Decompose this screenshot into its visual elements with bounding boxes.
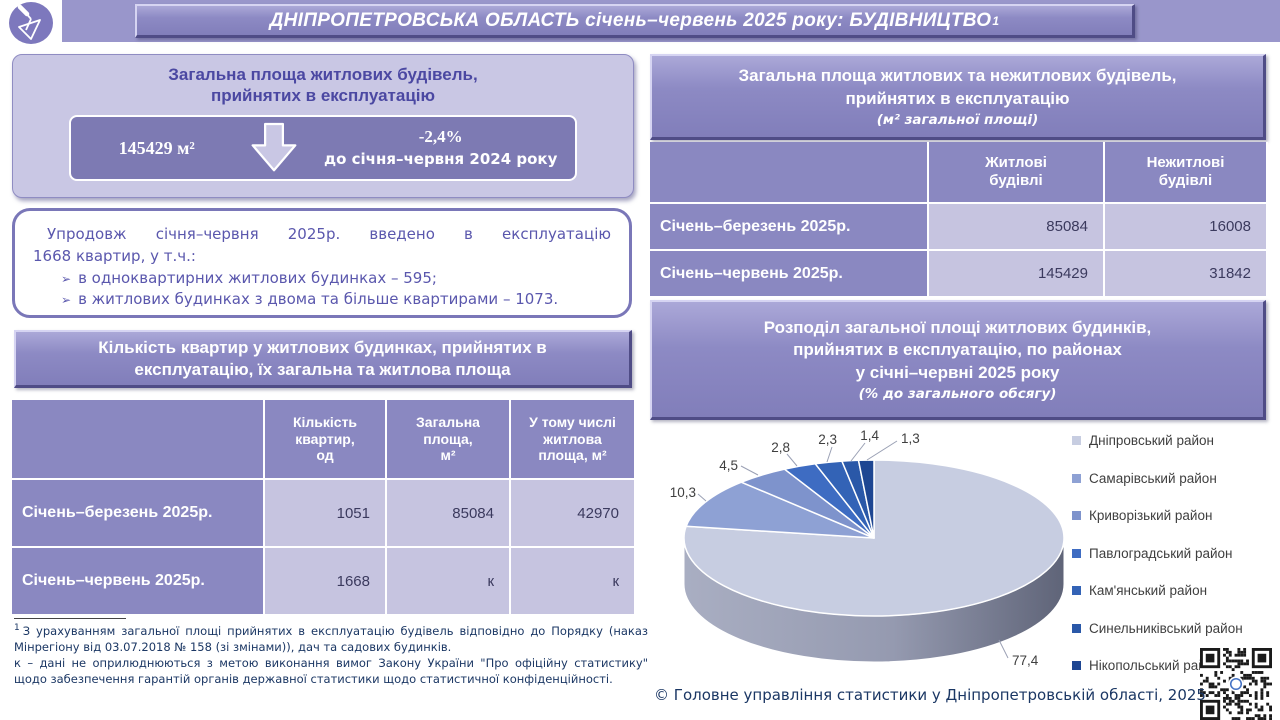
stat-change: -2,4% до січня–червня 2024 року (306, 126, 575, 169)
bullet-text: в одноквартирних житлових будинках – 595… (78, 268, 437, 287)
table-header-cell: У тому числі житлова площа, м² (511, 400, 634, 478)
stat-box-inner: 145429 м² -2,4% до січня–червня 2024 рок… (69, 115, 577, 181)
legend-label: Самарівський район (1089, 470, 1217, 486)
arrow-bullet-icon: ➢ (61, 293, 72, 308)
area-table-subtitle: (м² загальної площі) (876, 111, 1039, 128)
total-area-stat-box: Загальна площа житлових будівель, прийня… (12, 54, 634, 198)
area-table: Житлові будівлі Нежитлові будівлі Січень… (650, 142, 1268, 296)
table-cell: к (511, 548, 634, 614)
stat-box-title: Загальна площа житлових будівель, прийня… (168, 65, 478, 106)
legend-swatch (1072, 436, 1081, 445)
page-title-superscript: 1 (992, 13, 1000, 28)
svg-text:1,3: 1,3 (901, 431, 920, 446)
legend-item: Павлоградський район (1072, 546, 1276, 561)
svg-text:2,3: 2,3 (818, 432, 837, 447)
table-header-cell (12, 400, 263, 478)
legend-swatch (1072, 661, 1081, 670)
table-row-label: Січень–червень 2025р. (12, 548, 263, 614)
pie-chart: 77,4 10,3 4,5 2,8 2,3 1,4 1,3 (670, 428, 1065, 668)
footnote-superscript: 1 (14, 623, 20, 633)
chart-legend: Дніпровський район Самарівський район Кр… (1072, 433, 1276, 696)
apartments-table-title: Кількість квартир у житлових будинках, п… (14, 330, 632, 388)
legend-label: Дніпровський район (1089, 433, 1214, 448)
legend-item: Нікопольський район (1072, 658, 1276, 673)
table-cell: 31842 (1105, 251, 1266, 296)
bullet-text: в житлових будинках з двома та більше кв… (78, 290, 559, 309)
table-cell: 85084 (387, 480, 509, 546)
table-row-label: Січень–березень 2025р. (650, 204, 927, 249)
legend-item: Самарівський район (1072, 471, 1276, 486)
chart-title: Розподіл загальної площі житлових будинк… (763, 317, 1152, 382)
info-text-line2: 1668 квартир, у т.ч.: (33, 246, 196, 265)
svg-text:1,4: 1,4 (860, 428, 879, 443)
apartments-info-box: Упродовж січня–червня 2025р. введено в е… (12, 208, 632, 318)
table-header-cell: Житлові будівлі (929, 142, 1103, 202)
svg-text:4,5: 4,5 (719, 458, 738, 473)
qr-code (1200, 648, 1272, 720)
info-bullet: ➢ в житлових будинках з двома та більше к… (33, 289, 611, 311)
area-table-title-text: Загальна площа житлових та нежитлових бу… (738, 66, 1177, 108)
table-row-label: Січень–березень 2025р. (12, 480, 263, 546)
table-row-label: Січень–червень 2025р. (650, 251, 927, 296)
legend-label: Кам'янський район (1089, 583, 1208, 598)
legend-swatch (1072, 473, 1081, 483)
info-bullet: ➢ в одноквартирних житлових будинках – 59… (33, 268, 611, 290)
legend-swatch (1072, 548, 1081, 558)
arrow-bullet-icon: ➢ (61, 271, 72, 286)
table-header-cell: Загальна площа, м² (387, 400, 509, 478)
statistics-logo (0, 0, 62, 46)
table-cell: 1051 (265, 480, 385, 546)
legend-item: Дніпровський район (1072, 433, 1276, 448)
table-cell: 16008 (1105, 204, 1266, 249)
legend-item: Криворізький район (1072, 508, 1276, 523)
down-arrow-icon (251, 122, 297, 172)
table-cell: 85084 (929, 204, 1103, 249)
footnote-2: к – дані не оприлюднюються з метою викон… (14, 656, 648, 687)
svg-text:2,8: 2,8 (771, 440, 790, 455)
svg-text:10,3: 10,3 (670, 485, 696, 500)
table-cell: 42970 (511, 480, 634, 546)
legend-label: Нікопольський район (1089, 658, 1221, 673)
stat-value: 145429 м² (118, 137, 195, 158)
table-cell: к (387, 548, 509, 614)
apartments-table-title-text: Кількість квартир у житлових будинках, п… (98, 338, 547, 379)
legend-swatch (1072, 511, 1081, 520)
legend-label: Павлоградський район (1089, 545, 1233, 561)
legend-swatch (1072, 586, 1081, 595)
legend-label: Криворізький район (1089, 508, 1213, 523)
copyright: © Головне управління статистики у Дніпро… (654, 686, 1206, 704)
footnote-1-text: З урахуванням загальної площі прийнятих … (14, 623, 648, 654)
info-text-line1: Упродовж січня–червня 2025р. введено в е… (47, 225, 611, 243)
footnote-divider (14, 618, 126, 619)
stat-change-caption: до січня–червня 2024 року (324, 150, 558, 169)
page-title: ДНІПРОПЕТРОВСЬКА ОБЛАСТЬ січень–червень … (135, 4, 1135, 38)
table-header-cell: Нежитлові будівлі (1105, 142, 1266, 202)
stat-change-value: -2,4% (418, 127, 463, 147)
table-header-cell: Кількість квартир, од (265, 400, 385, 478)
chart-title-bar: Розподіл загальної площі житлових будинк… (650, 300, 1266, 420)
trowel-icon (9, 2, 53, 44)
area-table-title: Загальна площа житлових та нежитлових бу… (650, 54, 1266, 140)
legend-swatch (1072, 623, 1081, 633)
svg-text:77,4: 77,4 (1012, 653, 1039, 668)
table-cell: 145429 (929, 251, 1103, 296)
chart-subtitle: (% до загального обсягу) (858, 386, 1057, 403)
legend-label: Синельниківський район (1089, 620, 1243, 636)
page-title-text: ДНІПРОПЕТРОВСЬКА ОБЛАСТЬ січень–червень … (269, 9, 992, 31)
legend-item: Синельниківський район (1072, 621, 1276, 636)
table-header-cell (650, 142, 927, 202)
apartments-table: Кількість квартир, од Загальна площа, м²… (12, 400, 634, 614)
table-cell: 1668 (265, 548, 385, 614)
legend-item: Кам'янський район (1072, 583, 1276, 598)
